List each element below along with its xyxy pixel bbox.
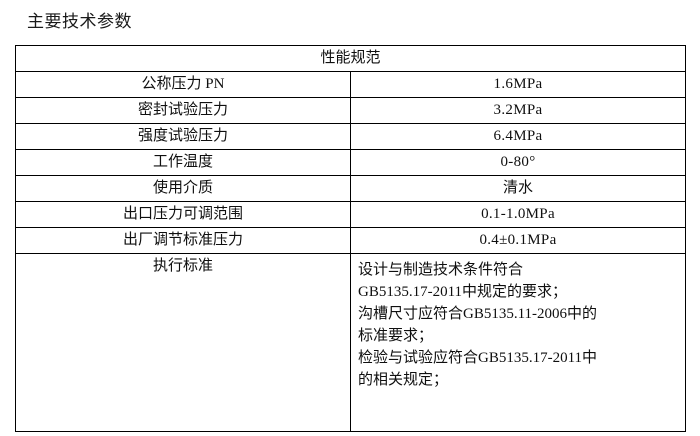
row-label-nominal-pressure: 公称压力 PN: [15, 71, 351, 98]
page-title: 主要技术参数: [27, 12, 132, 31]
standard-line: 设计与制造技术条件符合: [358, 262, 524, 278]
table-row: 强度试验压力 6.4MPa: [15, 123, 686, 150]
table-row: 密封试验压力 3.2MPa: [15, 97, 686, 124]
row-value-medium: 清水: [350, 175, 686, 202]
table-row: 使用介质 清水: [15, 175, 686, 202]
table-row: 出厂调节标准压力 0.4±0.1MPa: [15, 227, 686, 254]
row-value-outlet-pressure-range: 0.1-1.0MPa: [350, 201, 686, 228]
row-value-seal-test-pressure: 3.2MPa: [350, 97, 686, 124]
row-value-working-temperature: 0-80°: [350, 149, 686, 176]
row-value-strength-test-pressure: 6.4MPa: [350, 123, 686, 150]
row-label-medium: 使用介质: [15, 175, 351, 202]
standard-line: 沟槽尺寸应符合GB5135.11-2006中的: [358, 306, 598, 322]
standard-line: GB5135.17-2011中规定的要求；: [358, 284, 568, 300]
row-value-nominal-pressure: 1.6MPa: [350, 71, 686, 98]
standard-line: 的相关规定；: [358, 372, 449, 388]
table-row: 工作温度 0-80°: [15, 149, 686, 176]
row-label-strength-test-pressure: 强度试验压力: [15, 123, 351, 150]
standard-line: 标准要求；: [358, 328, 434, 344]
row-label-seal-test-pressure: 密封试验压力: [15, 97, 351, 124]
row-label-working-temperature: 工作温度: [15, 149, 351, 176]
standard-line: 检验与试验应符合GB5135.17-2011中: [358, 350, 598, 366]
row-label-execution-standard: 执行标准: [15, 253, 351, 432]
row-label-outlet-pressure-range: 出口压力可调范围: [15, 201, 351, 228]
row-label-factory-set-pressure: 出厂调节标准压力: [15, 227, 351, 254]
table-body: 性能规范 公称压力 PN 1.6MPa 密封试验压力 3.2MPa 强度试验压力…: [15, 45, 686, 432]
row-value-factory-set-pressure: 0.4±0.1MPa: [350, 227, 686, 254]
table-header-row: 性能规范: [15, 45, 686, 72]
technical-parameters-table: 性能规范 公称压力 PN 1.6MPa 密封试验压力 3.2MPa 强度试验压力…: [15, 45, 686, 432]
table-row: 公称压力 PN 1.6MPa: [15, 71, 686, 98]
table-row-standards: 执行标准 设计与制造技术条件符合 GB5135.17-2011中规定的要求； 沟…: [15, 253, 686, 432]
row-value-execution-standard: 设计与制造技术条件符合 GB5135.17-2011中规定的要求； 沟槽尺寸应符…: [350, 253, 686, 432]
table-row: 出口压力可调范围 0.1-1.0MPa: [15, 201, 686, 228]
table-header-cell: 性能规范: [15, 45, 686, 72]
